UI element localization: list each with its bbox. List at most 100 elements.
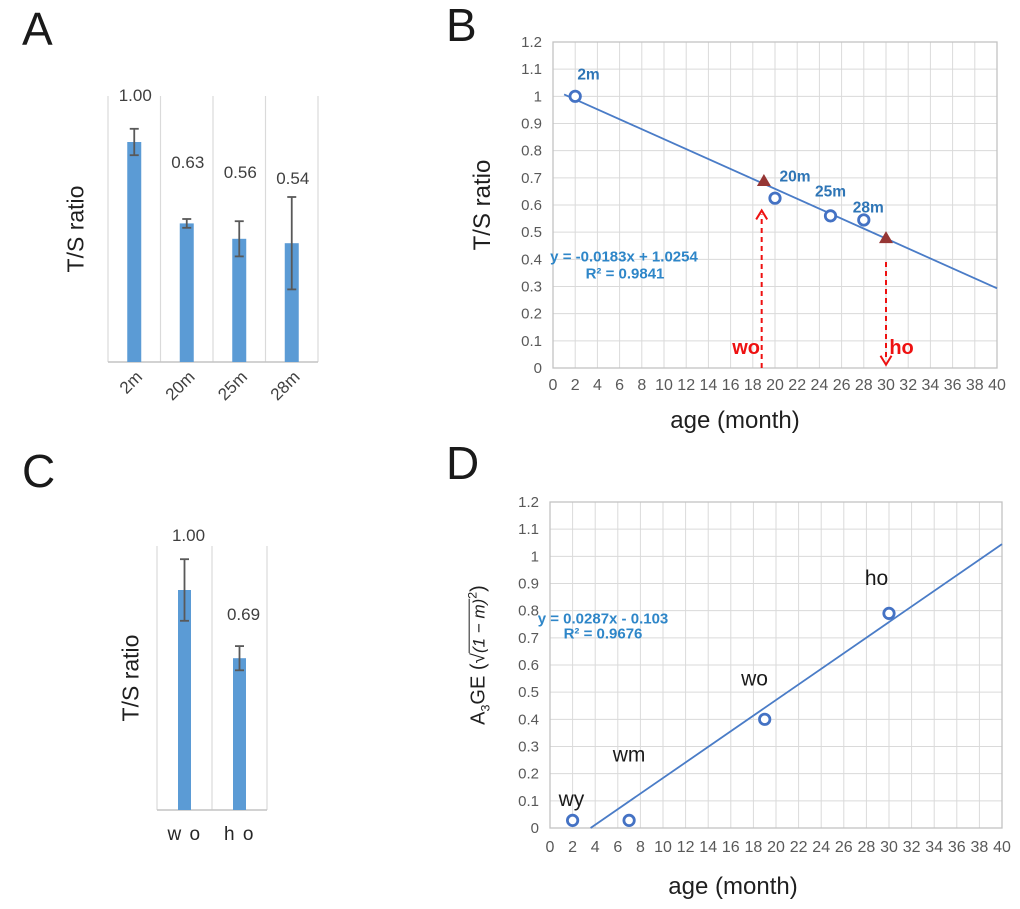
x-tick-label: 2 — [568, 839, 577, 856]
x-tick-label: 36 — [948, 839, 966, 856]
y-tick-label: 0.6 — [518, 657, 539, 674]
x-tick-label: 20 — [766, 377, 784, 394]
y-tick-label: 0.9 — [518, 576, 539, 593]
panel-b-r-squared: R² = 0.9841 — [585, 265, 665, 283]
panel-b-y-axis-label: T/S ratio — [469, 159, 496, 251]
bar-value-label: 0.69 — [227, 605, 260, 624]
plot-frame — [549, 501, 1003, 829]
x-tick-label: 24 — [811, 377, 829, 394]
ylabel-d-close-paren: ) — [467, 585, 490, 592]
x-tick-label: 4 — [593, 377, 602, 394]
x-tick-label: 24 — [812, 839, 830, 856]
data-point-circle — [568, 89, 582, 103]
category-label-20m: 20m — [162, 367, 199, 404]
bar-value-label: 0.54 — [276, 169, 309, 188]
category-label-2m: 2m — [116, 367, 146, 397]
point-label-28m: 28m — [853, 200, 884, 217]
x-tick-label: 0 — [546, 839, 555, 856]
y-tick-label: 0.5 — [518, 684, 539, 701]
trendline — [590, 543, 1003, 829]
y-tick-label: 0.8 — [518, 603, 539, 620]
panel-c-y-axis-label: T/S ratio — [117, 634, 144, 722]
bar-2m — [127, 142, 142, 362]
y-tick-label: 1.2 — [521, 34, 542, 51]
x-tick-label: 28 — [855, 377, 873, 394]
y-tick-label: 0.1 — [521, 333, 542, 350]
panel-c-letter: C — [22, 445, 56, 497]
bar-20m — [179, 223, 194, 362]
annotation-arrowhead-wo — [755, 208, 769, 220]
y-tick-label: 0 — [531, 820, 539, 837]
y-tick-label: 0.4 — [518, 711, 539, 728]
x-tick-label: 0 — [549, 377, 558, 394]
data-point-circle — [857, 213, 871, 227]
panel-b-scatter-chart: 0 2 4 6 8 10 12 14 16 18 20 22 24 26 28 30 32 34 36 38 4000.… — [521, 34, 1006, 394]
data-point-circle — [565, 813, 580, 827]
point-label-wm: wm — [612, 743, 646, 766]
data-point-circle — [758, 712, 772, 726]
panel-d-trendline-equation: y = 0.0287x - 0.103 — [537, 610, 669, 628]
x-tick-label: 6 — [613, 839, 622, 856]
x-tick-label: 36 — [944, 377, 962, 394]
x-tick-label: 8 — [637, 377, 646, 394]
panel-d-letter: D — [446, 437, 480, 489]
bar-value-label: 0.63 — [171, 153, 204, 172]
panel-a-letter: A — [22, 3, 53, 55]
panel-d-x-axis-label: age (month) — [668, 873, 798, 900]
data-point-circle — [622, 813, 636, 827]
x-tick-label: 30 — [880, 839, 898, 856]
y-tick-label: 0.5 — [521, 224, 542, 241]
y-tick-label: 1.1 — [518, 521, 539, 538]
point-label-20m: 20m — [779, 168, 810, 185]
y-tick-label: 0.9 — [521, 116, 542, 133]
x-tick-label: 2 — [571, 377, 580, 394]
x-tick-label: 26 — [833, 377, 851, 394]
y-tick-label: 1.1 — [521, 61, 542, 78]
data-point-circle — [882, 606, 896, 620]
annotation-arrowhead-ho — [879, 355, 893, 367]
x-tick-label: 16 — [722, 839, 740, 856]
x-tick-label: 20 — [767, 839, 785, 856]
y-tick-label: 0.6 — [521, 197, 542, 214]
panel-d-scatter-chart: 0 2 4 6 8 10 12 14 16 18 20 22 24 26 28 30 32 34 36 38 4000.… — [518, 494, 1011, 856]
x-tick-label: 40 — [993, 839, 1011, 856]
ylabel-d-radicand: (1 − m) — [469, 598, 489, 654]
bar-25m — [232, 238, 247, 362]
x-tick-label: 22 — [790, 839, 808, 856]
x-tick-label: 4 — [591, 839, 600, 856]
y-tick-label: 1.2 — [518, 494, 539, 511]
x-tick-label: 14 — [699, 839, 717, 856]
panel-a-y-axis-label: T/S ratio — [62, 185, 89, 273]
y-tick-label: 0.7 — [518, 630, 539, 647]
y-tick-label: 1 — [534, 88, 542, 105]
x-tick-label: 12 — [677, 839, 695, 856]
x-tick-label: 32 — [899, 377, 917, 394]
panel-a-bar-chart: 1.00 2m 0.63 20m 0.56 25m 0.54 28m — [107, 86, 319, 404]
y-tick-label: 0.1 — [518, 793, 539, 810]
point-label-2m: 2m — [577, 67, 599, 84]
bar-value-label: 0.56 — [224, 163, 257, 182]
panel-c-bar-chart: 1.00 w o 0.69 h o — [156, 526, 268, 845]
panel-d-y-axis-label: A3GE (√(1 − m)2) — [466, 585, 493, 725]
x-tick-label: 10 — [654, 839, 672, 856]
y-tick-label: 0.8 — [521, 143, 542, 160]
x-tick-label: 8 — [636, 839, 645, 856]
y-tick-label: 0.7 — [521, 170, 542, 187]
x-tick-label: 18 — [744, 377, 762, 394]
y-tick-label: 0.3 — [521, 279, 542, 296]
data-point-circle — [768, 191, 782, 205]
y-tick-label: 0.2 — [518, 766, 539, 783]
bar-value-label: 1.00 — [172, 526, 205, 545]
x-tick-label: 28 — [858, 839, 876, 856]
sqrt-symbol: √ — [468, 653, 490, 664]
category-label-28m: 28m — [267, 367, 304, 404]
bar-28m — [284, 243, 299, 362]
data-point-circle — [823, 209, 838, 223]
x-tick-label: 32 — [903, 839, 921, 856]
x-tick-label: 14 — [700, 377, 718, 394]
ylabel-d-GE: GE ( — [467, 663, 490, 705]
x-tick-label: 12 — [677, 377, 695, 394]
x-tick-label: 22 — [788, 377, 806, 394]
y-tick-label: 0.2 — [521, 306, 542, 323]
